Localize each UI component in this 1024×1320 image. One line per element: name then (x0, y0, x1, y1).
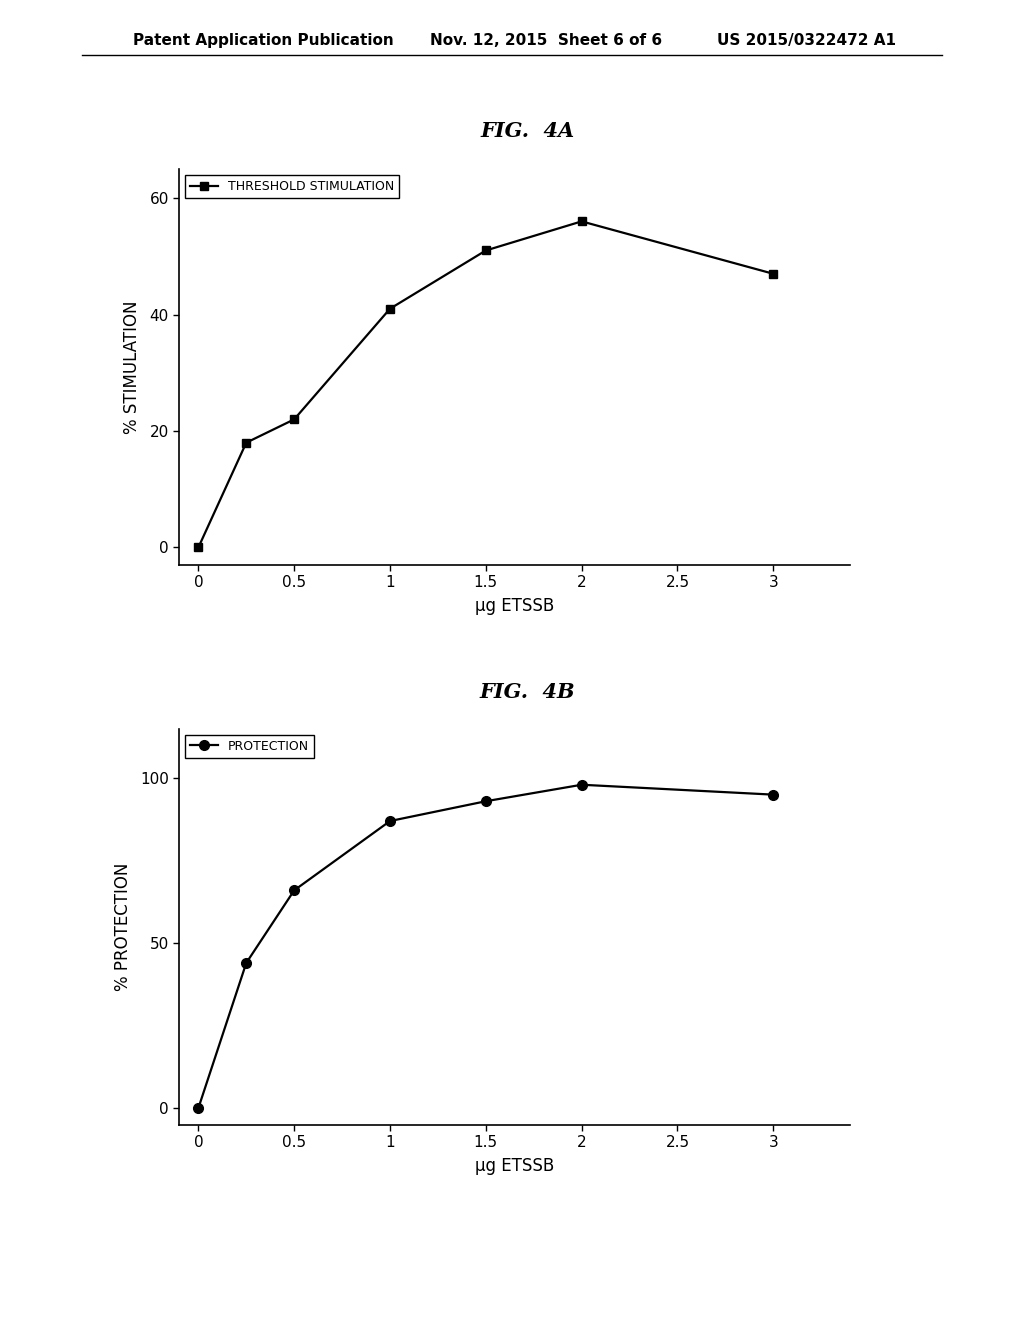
X-axis label: μg ETSSB: μg ETSSB (475, 1158, 554, 1175)
Y-axis label: % PROTECTION: % PROTECTION (114, 862, 131, 991)
Text: FIG.  4A: FIG. 4A (480, 121, 574, 141)
Text: Nov. 12, 2015  Sheet 6 of 6: Nov. 12, 2015 Sheet 6 of 6 (430, 33, 663, 48)
Legend: PROTECTION: PROTECTION (185, 735, 314, 758)
Legend: THRESHOLD STIMULATION: THRESHOLD STIMULATION (185, 176, 399, 198)
Text: US 2015/0322472 A1: US 2015/0322472 A1 (717, 33, 896, 48)
Text: FIG.  4B: FIG. 4B (479, 682, 575, 702)
X-axis label: μg ETSSB: μg ETSSB (475, 598, 554, 615)
Y-axis label: % STIMULATION: % STIMULATION (123, 300, 141, 434)
Text: Patent Application Publication: Patent Application Publication (133, 33, 394, 48)
